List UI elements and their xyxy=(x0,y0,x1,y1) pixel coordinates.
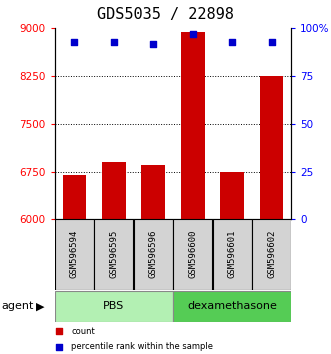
Point xyxy=(269,39,274,45)
Bar xyxy=(134,219,173,290)
Point xyxy=(72,39,77,45)
Point xyxy=(57,328,62,334)
Text: agent: agent xyxy=(2,301,34,311)
Bar xyxy=(173,219,212,290)
Point xyxy=(111,39,117,45)
Bar xyxy=(220,172,244,354)
Point xyxy=(190,31,195,37)
Text: count: count xyxy=(71,326,95,336)
Bar xyxy=(173,291,292,321)
Text: percentile rank within the sample: percentile rank within the sample xyxy=(71,342,213,352)
Point xyxy=(57,344,62,350)
Bar xyxy=(260,76,283,354)
Text: GSM596601: GSM596601 xyxy=(228,229,237,278)
Bar xyxy=(102,162,126,354)
Text: ▶: ▶ xyxy=(36,301,45,311)
Bar xyxy=(55,219,94,290)
Bar xyxy=(55,291,173,321)
Text: GSM596594: GSM596594 xyxy=(70,229,79,278)
Bar xyxy=(213,219,252,290)
Text: dexamethasone: dexamethasone xyxy=(187,301,277,311)
Text: GSM596602: GSM596602 xyxy=(267,229,276,278)
Bar xyxy=(141,165,165,354)
Bar xyxy=(94,219,133,290)
Bar xyxy=(252,219,291,290)
Point xyxy=(151,41,156,46)
Text: GSM596596: GSM596596 xyxy=(149,229,158,278)
Text: GSM596595: GSM596595 xyxy=(109,229,118,278)
Bar xyxy=(63,175,86,354)
Bar xyxy=(181,32,205,354)
Text: GSM596600: GSM596600 xyxy=(188,229,197,278)
Point xyxy=(229,39,235,45)
Text: PBS: PBS xyxy=(103,301,124,311)
Text: GDS5035 / 22898: GDS5035 / 22898 xyxy=(97,7,234,22)
